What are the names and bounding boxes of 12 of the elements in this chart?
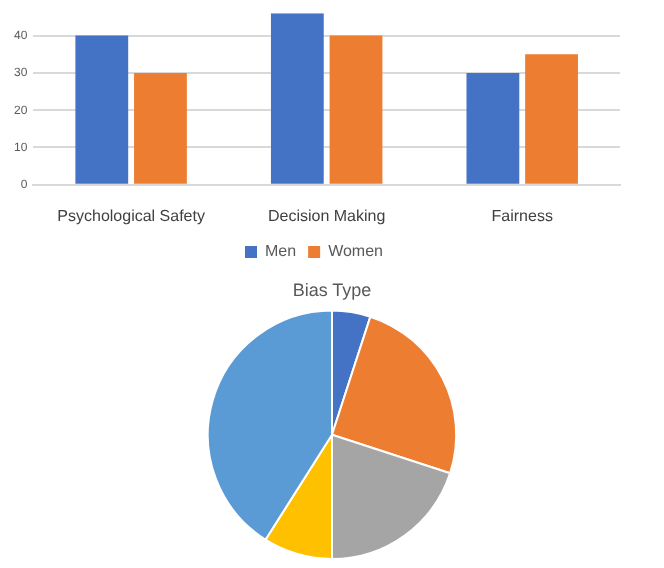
x-tick-label: Decision Making <box>267 206 386 225</box>
legend-label: Women <box>328 242 383 261</box>
legend-label: Men <box>265 242 297 261</box>
bar <box>75 35 129 184</box>
x-tick-label: Psychological Safety <box>57 206 205 225</box>
x-tick-label: Fairness <box>491 206 553 225</box>
chart-title: Bias Type <box>292 279 372 300</box>
bar <box>270 13 324 184</box>
bar <box>466 72 520 184</box>
bar <box>134 72 187 184</box>
bar <box>329 35 383 184</box>
bar <box>525 54 578 184</box>
